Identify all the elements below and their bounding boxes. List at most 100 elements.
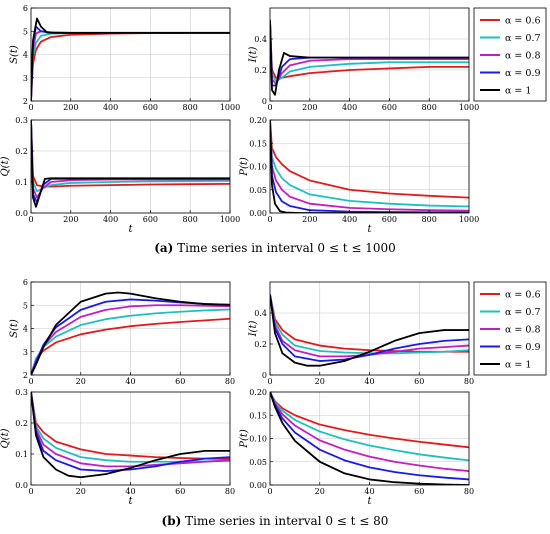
legend-label: α = 0.8	[505, 51, 541, 62]
y-tick-label: 0	[262, 371, 267, 380]
plot-area	[270, 8, 469, 101]
series-line	[270, 20, 469, 85]
x-tick-label: 200	[63, 103, 78, 112]
y-axis-label: Q(t)	[0, 428, 11, 448]
legend-label: α = 1	[505, 360, 531, 371]
x-axis-label: t	[128, 224, 133, 235]
caption-b-tag: (b)	[161, 514, 182, 528]
x-tick-label: 0	[267, 215, 272, 224]
x-tick-label: 800	[183, 215, 198, 224]
series-line	[270, 20, 469, 96]
series-line	[31, 120, 230, 208]
x-tick-label: 0	[28, 103, 33, 112]
x-tick-label: 60	[175, 487, 185, 496]
chart-b-bottom-right: 0 20 40 60 80 0.00 0.05 0.10 0.15 0.20 P(t) t	[239, 388, 474, 507]
y-tick-label: 0.00	[249, 209, 267, 218]
series-line	[270, 392, 469, 481]
x-tick-label: 60	[414, 487, 424, 496]
x-tick-label: 1000	[220, 103, 240, 112]
x-tick-label: 60	[175, 377, 185, 386]
caption-a: (a) Time series in interval 0 ≤ t ≤ 1000	[0, 241, 550, 255]
series-group	[270, 392, 469, 485]
y-tick-label: 0	[262, 97, 267, 106]
x-tick-label: 60	[414, 377, 424, 386]
y-tick-label: 0.1	[15, 450, 28, 459]
y-axis-label: P(t)	[239, 429, 250, 449]
series-line	[270, 392, 469, 472]
series-group	[31, 120, 230, 208]
x-tick-label: 80	[225, 377, 235, 386]
y-tick-label: 0.05	[249, 458, 267, 467]
x-axis-label: t	[367, 224, 372, 235]
series-group	[31, 392, 230, 479]
y-axis-label: I(t)	[248, 321, 259, 338]
series-line	[270, 120, 469, 208]
y-tick-label: 3	[23, 74, 28, 83]
x-tick-label: 600	[143, 215, 158, 224]
y-tick-label: 0.3	[15, 116, 28, 125]
y-tick-label: 6	[23, 4, 28, 13]
series-line	[270, 120, 469, 213]
x-tick-label: 600	[143, 103, 158, 112]
series-line	[31, 392, 230, 479]
series-line	[270, 20, 469, 82]
legend-b: α = 0.6 α = 0.7 α = 0.8 α = 0.9 α = 1	[473, 281, 547, 376]
x-tick-label: 0	[267, 103, 272, 112]
x-tick-label: 80	[464, 487, 474, 496]
chart-b-top-right: 0 20 40 60 80 0 0.2 0.4 I(t)	[248, 281, 474, 386]
x-tick-label: 1000	[459, 103, 479, 112]
series-line	[270, 294, 469, 362]
x-tick-label: 20	[76, 487, 86, 496]
plot-frame	[269, 7, 470, 102]
x-tick-label: 800	[422, 103, 437, 112]
y-tick-label: 0.15	[249, 411, 267, 420]
series-line	[270, 392, 469, 462]
x-tick-label: 400	[103, 103, 118, 112]
y-tick-label: 3	[23, 348, 28, 357]
series-line	[270, 392, 469, 449]
caption-b-text: Time series in interval 0 ≤ t ≤ 80	[185, 514, 389, 528]
y-tick-label: 0.0	[15, 481, 28, 490]
x-tick-label: 400	[342, 103, 357, 112]
y-tick-label: 6	[23, 278, 28, 287]
y-tick-label: 0.3	[15, 388, 28, 397]
series-line	[270, 120, 469, 199]
series-line	[31, 392, 230, 468]
x-tick-label: 40	[364, 377, 374, 386]
y-axis-label: Q(t)	[0, 156, 11, 176]
series-group	[270, 120, 469, 213]
x-tick-label: 0	[28, 377, 33, 386]
x-tick-label: 0	[28, 215, 33, 224]
y-tick-label: 0.2	[254, 340, 267, 349]
x-tick-label: 200	[63, 215, 78, 224]
x-tick-label: 1000	[220, 215, 240, 224]
x-tick-label: 40	[125, 377, 135, 386]
chart-a-bottom-right: 0 200 400 600 800 1000 0.00 0.05 0.10 0.15 0.20 P(t…	[239, 116, 479, 235]
series-line	[270, 392, 469, 485]
y-tick-label: 0.4	[254, 309, 267, 318]
chart-b-top-left: 0 20 40 60 80 2 3 4 5 6 S(t)	[9, 278, 235, 386]
series-line	[31, 291, 230, 375]
y-axis-label: S(t)	[9, 45, 20, 64]
x-tick-label: 80	[464, 377, 474, 386]
y-tick-label: 0.2	[15, 147, 28, 156]
x-tick-label: 0	[28, 487, 33, 496]
x-axis-label: t	[367, 496, 372, 507]
series-line	[270, 294, 469, 355]
series-group	[31, 17, 230, 101]
x-tick-label: 800	[183, 103, 198, 112]
chart-a-top-left: 0 200 400 600 800 1000 2 3 4 5 6 S(t)	[9, 4, 240, 112]
legend-label: α = 0.9	[505, 68, 541, 79]
legend-label: α = 0.7	[505, 307, 541, 318]
plot-frame	[30, 119, 231, 214]
series-group	[31, 291, 230, 375]
y-tick-label: 0.10	[249, 163, 267, 172]
series-line	[270, 20, 469, 79]
y-axis-label: P(t)	[239, 157, 250, 177]
y-tick-label: 0.2	[15, 419, 28, 428]
x-tick-label: 40	[125, 487, 135, 496]
x-tick-label: 600	[382, 215, 397, 224]
y-tick-label: 0.10	[249, 435, 267, 444]
series-line	[31, 392, 230, 460]
